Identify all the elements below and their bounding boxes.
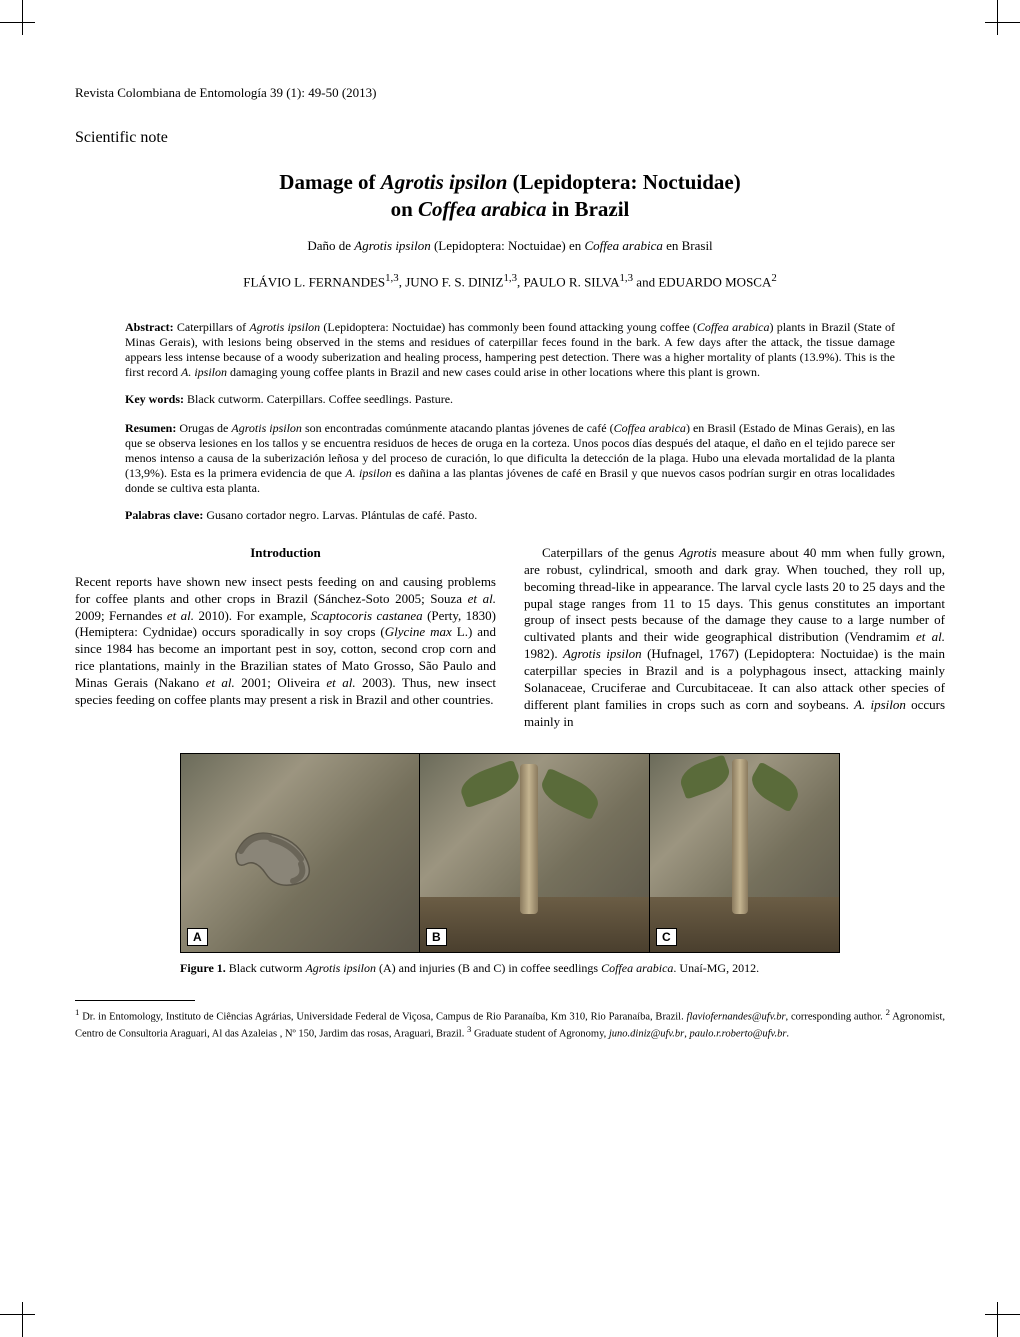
figure-label-b: B: [426, 928, 447, 946]
body-columns: Introduction Recent reports have shown n…: [75, 545, 945, 731]
intro-paragraph-1: Recent reports have shown new insect pes…: [75, 574, 496, 709]
figure-panel-c: C: [650, 753, 840, 953]
figure-1: A B C Figure 1. Black cutworm Agrotis ip…: [75, 753, 945, 977]
leaf-illustration: [536, 767, 603, 820]
stem-illustration: [520, 764, 538, 914]
keywords-spanish: Palabras clave: Gusano cortador negro. L…: [125, 508, 895, 523]
title-text-1: Damage of: [279, 170, 380, 194]
figure-label-c: C: [656, 928, 677, 946]
subtitle-text-2: (Lepidoptera: Noctuidae) en: [431, 238, 585, 253]
abstract-text: Caterpillars of Agrotis ipsilon (Lepidop…: [125, 320, 895, 379]
leaf-illustration: [457, 759, 524, 808]
introduction-heading: Introduction: [75, 545, 496, 562]
intro-paragraph-2: Caterpillars of the genus Agrotis measur…: [524, 545, 945, 731]
keywords-label: Key words:: [125, 392, 184, 406]
column-left: Introduction Recent reports have shown n…: [75, 545, 496, 731]
title-text-4: in Brazil: [547, 197, 630, 221]
subtitle-species-1: Agrotis ipsilon: [354, 238, 430, 253]
palabras-text: Gusano cortador negro. Larvas. Plántulas…: [203, 508, 477, 522]
title-text-2: (Lepidoptera: Noctuidae): [507, 170, 740, 194]
title-text-3: on: [391, 197, 418, 221]
resumen-label: Resumen:: [125, 421, 176, 435]
title-species-2: Coffea arabica: [418, 197, 547, 221]
title-species-1: Agrotis ipsilon: [381, 170, 508, 194]
journal-header: Revista Colombiana de Entomología 39 (1)…: [75, 85, 945, 101]
column-right: Caterpillars of the genus Agrotis measur…: [524, 545, 945, 731]
figure-caption-label: Figure 1.: [180, 961, 226, 975]
figure-caption: Figure 1. Black cutworm Agrotis ipsilon …: [180, 961, 840, 977]
title-block: Damage of Agrotis ipsilon (Lepidoptera: …: [75, 169, 945, 290]
article-title: Damage of Agrotis ipsilon (Lepidoptera: …: [75, 169, 945, 224]
palabras-label: Palabras clave:: [125, 508, 203, 522]
scientific-note-label: Scientific note: [75, 129, 945, 147]
authors-line: FLÁVIO L. FERNANDES1,3, JUNO F. S. DINIZ…: [75, 272, 945, 290]
resumen-text: Orugas de Agrotis ipsilon son encontrada…: [125, 421, 895, 495]
keywords-text: Black cutworm. Caterpillars. Coffee seed…: [184, 392, 453, 406]
leaf-illustration: [676, 754, 733, 799]
leaf-illustration: [746, 761, 804, 812]
subtitle-species-2: Coffea arabica: [584, 238, 662, 253]
subtitle-text-3: en Brasil: [663, 238, 713, 253]
figure-label-a: A: [187, 928, 208, 946]
footnote-rule: [75, 1000, 195, 1001]
stem-illustration: [732, 759, 748, 914]
abstract-english: Abstract: Caterpillars of Agrotis ipsilo…: [125, 320, 895, 380]
subtitle-text-1: Daño de: [307, 238, 354, 253]
figure-panel-b: B: [420, 753, 650, 953]
figure-panel-a: A: [180, 753, 420, 953]
subtitle-spanish: Daño de Agrotis ipsilon (Lepidoptera: No…: [75, 238, 945, 254]
figure-panels-row: A B C: [180, 753, 840, 953]
keywords-english: Key words: Black cutworm. Caterpillars. …: [125, 392, 895, 407]
cutworm-illustration: [221, 809, 361, 899]
author-footnotes: 1 Dr. in Entomology, Instituto de Ciênci…: [75, 1007, 945, 1040]
abstract-label: Abstract:: [125, 320, 174, 334]
figure-caption-text: Black cutworm Agrotis ipsilon (A) and in…: [226, 961, 759, 975]
abstract-spanish: Resumen: Orugas de Agrotis ipsilon son e…: [125, 421, 895, 496]
